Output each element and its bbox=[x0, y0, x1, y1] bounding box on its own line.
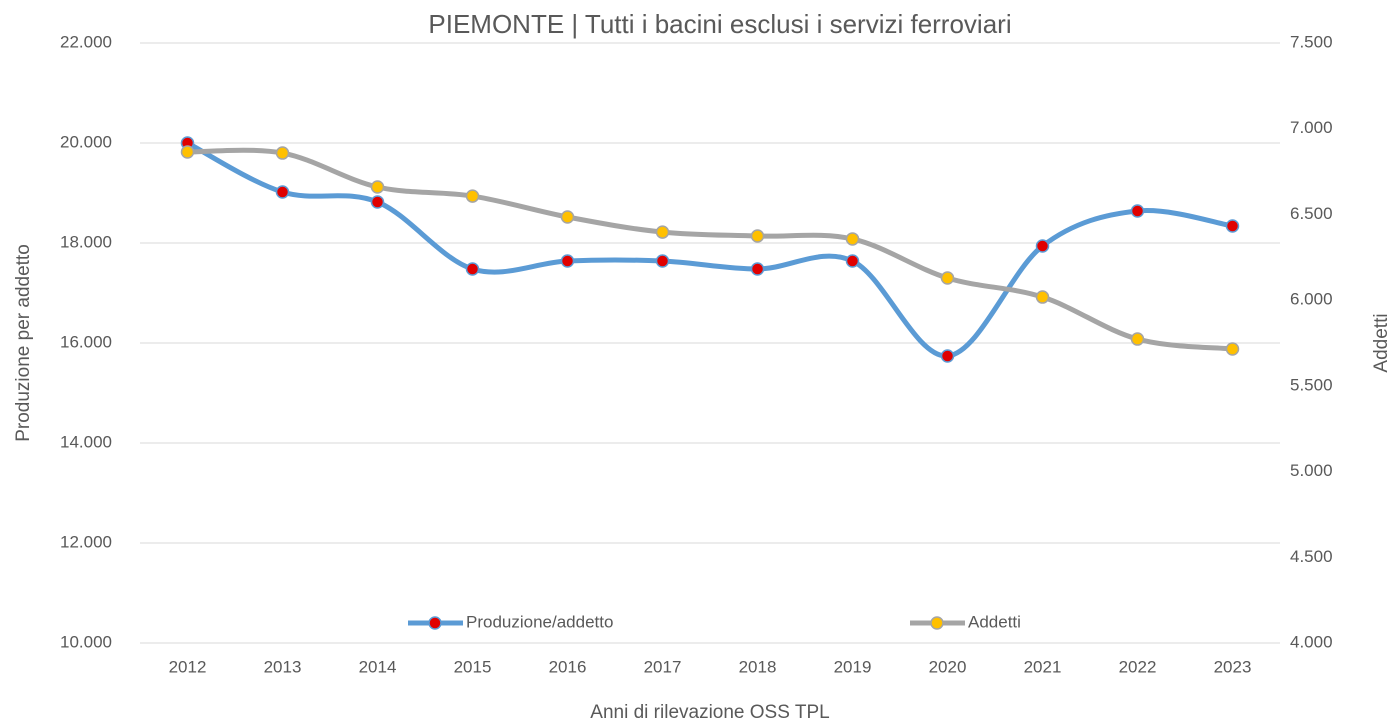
data-point bbox=[1035, 290, 1050, 304]
y-tick-label: 14.000 bbox=[60, 432, 112, 451]
y-tick-label: 22.000 bbox=[60, 32, 112, 51]
y-axis-title: Produzione per addetto bbox=[13, 244, 34, 442]
data-point bbox=[560, 254, 575, 268]
data-point bbox=[560, 210, 575, 224]
data-point bbox=[1035, 239, 1050, 253]
data-point bbox=[1225, 342, 1240, 356]
data-point bbox=[845, 254, 860, 268]
x-tick-label: 2012 bbox=[169, 657, 207, 676]
chart-title: PIEMONTE | Tutti i bacini esclusi i serv… bbox=[428, 9, 1011, 39]
data-point bbox=[1225, 219, 1240, 233]
data-point bbox=[1130, 204, 1145, 218]
y-tick-label: 20.000 bbox=[60, 132, 112, 151]
data-point bbox=[180, 145, 195, 159]
data-point bbox=[370, 195, 385, 209]
y-tick-label: 16.000 bbox=[60, 332, 112, 351]
x-tick-label: 2017 bbox=[644, 657, 682, 676]
data-point bbox=[655, 254, 670, 268]
y-tick-label: 12.000 bbox=[60, 532, 112, 551]
data-point bbox=[845, 232, 860, 246]
x-tick-label: 2016 bbox=[549, 657, 587, 676]
y-tick-label: 10.000 bbox=[60, 632, 112, 651]
data-point bbox=[465, 262, 480, 276]
x-tick-label: 2018 bbox=[739, 657, 777, 676]
y2-tick-label: 6.500 bbox=[1290, 204, 1333, 223]
series-line bbox=[185, 147, 1235, 352]
x-tick-label: 2014 bbox=[359, 657, 397, 676]
data-point bbox=[370, 180, 385, 194]
y2-tick-label: 6.000 bbox=[1290, 290, 1333, 309]
y2-tick-label: 5.500 bbox=[1290, 375, 1333, 394]
data-point bbox=[940, 349, 955, 363]
y2-axis-title: Addetti bbox=[1371, 313, 1392, 372]
x-tick-label: 2022 bbox=[1119, 657, 1157, 676]
x-tick-label: 2021 bbox=[1024, 657, 1062, 676]
legend-label: Addetti bbox=[968, 612, 1021, 631]
data-point bbox=[465, 189, 480, 203]
y2-tick-label: 7.000 bbox=[1290, 118, 1333, 137]
x-axis-title: Anni di rilevazione OSS TPL bbox=[590, 702, 829, 723]
x-tick-label: 2023 bbox=[1214, 657, 1252, 676]
y2-tick-label: 4.500 bbox=[1290, 547, 1333, 566]
data-point bbox=[940, 271, 955, 285]
data-point bbox=[1130, 332, 1145, 346]
data-point bbox=[275, 185, 290, 199]
y-tick-label: 18.000 bbox=[60, 232, 112, 251]
data-point bbox=[655, 225, 670, 239]
x-tick-label: 2013 bbox=[264, 657, 302, 676]
legend-marker bbox=[930, 616, 944, 630]
legend-label: Produzione/addetto bbox=[466, 612, 613, 631]
y2-tick-label: 4.000 bbox=[1290, 632, 1333, 651]
y2-tick-label: 7.500 bbox=[1290, 32, 1333, 51]
legend-marker bbox=[428, 616, 442, 630]
x-tick-label: 2015 bbox=[454, 657, 492, 676]
data-point bbox=[750, 229, 765, 243]
x-tick-label: 2020 bbox=[929, 657, 967, 676]
data-point bbox=[750, 262, 765, 276]
data-point bbox=[275, 146, 290, 160]
x-tick-label: 2019 bbox=[834, 657, 872, 676]
y2-tick-label: 5.000 bbox=[1290, 461, 1333, 480]
